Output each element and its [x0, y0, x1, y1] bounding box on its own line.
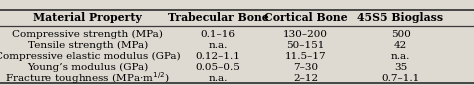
- Text: Tensile strength (MPa): Tensile strength (MPa): [27, 41, 148, 50]
- Text: Cortical Bone: Cortical Bone: [264, 12, 347, 23]
- Text: 0.7–1.1: 0.7–1.1: [382, 74, 419, 83]
- Text: n.a.: n.a.: [209, 74, 228, 83]
- Text: Compressive strength (MPa): Compressive strength (MPa): [12, 30, 163, 39]
- Text: 0.05–0.5: 0.05–0.5: [196, 63, 240, 72]
- Text: 130–200: 130–200: [283, 30, 328, 39]
- Text: n.a.: n.a.: [209, 41, 228, 50]
- Text: 11.5–17: 11.5–17: [285, 52, 327, 61]
- Text: 35: 35: [394, 63, 407, 72]
- Text: 7–30: 7–30: [293, 63, 319, 72]
- Text: Trabecular Bone: Trabecular Bone: [168, 12, 268, 23]
- Text: 0.1–16: 0.1–16: [201, 30, 236, 39]
- Text: Material Property: Material Property: [33, 12, 142, 23]
- Text: 500: 500: [391, 30, 410, 39]
- Text: 42: 42: [394, 41, 407, 50]
- Text: 0.12–1.1: 0.12–1.1: [196, 52, 240, 61]
- Text: n.a.: n.a.: [391, 52, 410, 61]
- Text: Compressive elastic modulus (GPa): Compressive elastic modulus (GPa): [0, 52, 181, 61]
- Text: Fracture toughness (MPa·m$^{1/2}$): Fracture toughness (MPa·m$^{1/2}$): [5, 70, 170, 85]
- Text: 2–12: 2–12: [293, 74, 319, 83]
- Text: 50–151: 50–151: [287, 41, 325, 50]
- Text: 45S5 Bioglass: 45S5 Bioglass: [357, 12, 444, 23]
- Text: Young’s modulus (GPa): Young’s modulus (GPa): [27, 63, 148, 72]
